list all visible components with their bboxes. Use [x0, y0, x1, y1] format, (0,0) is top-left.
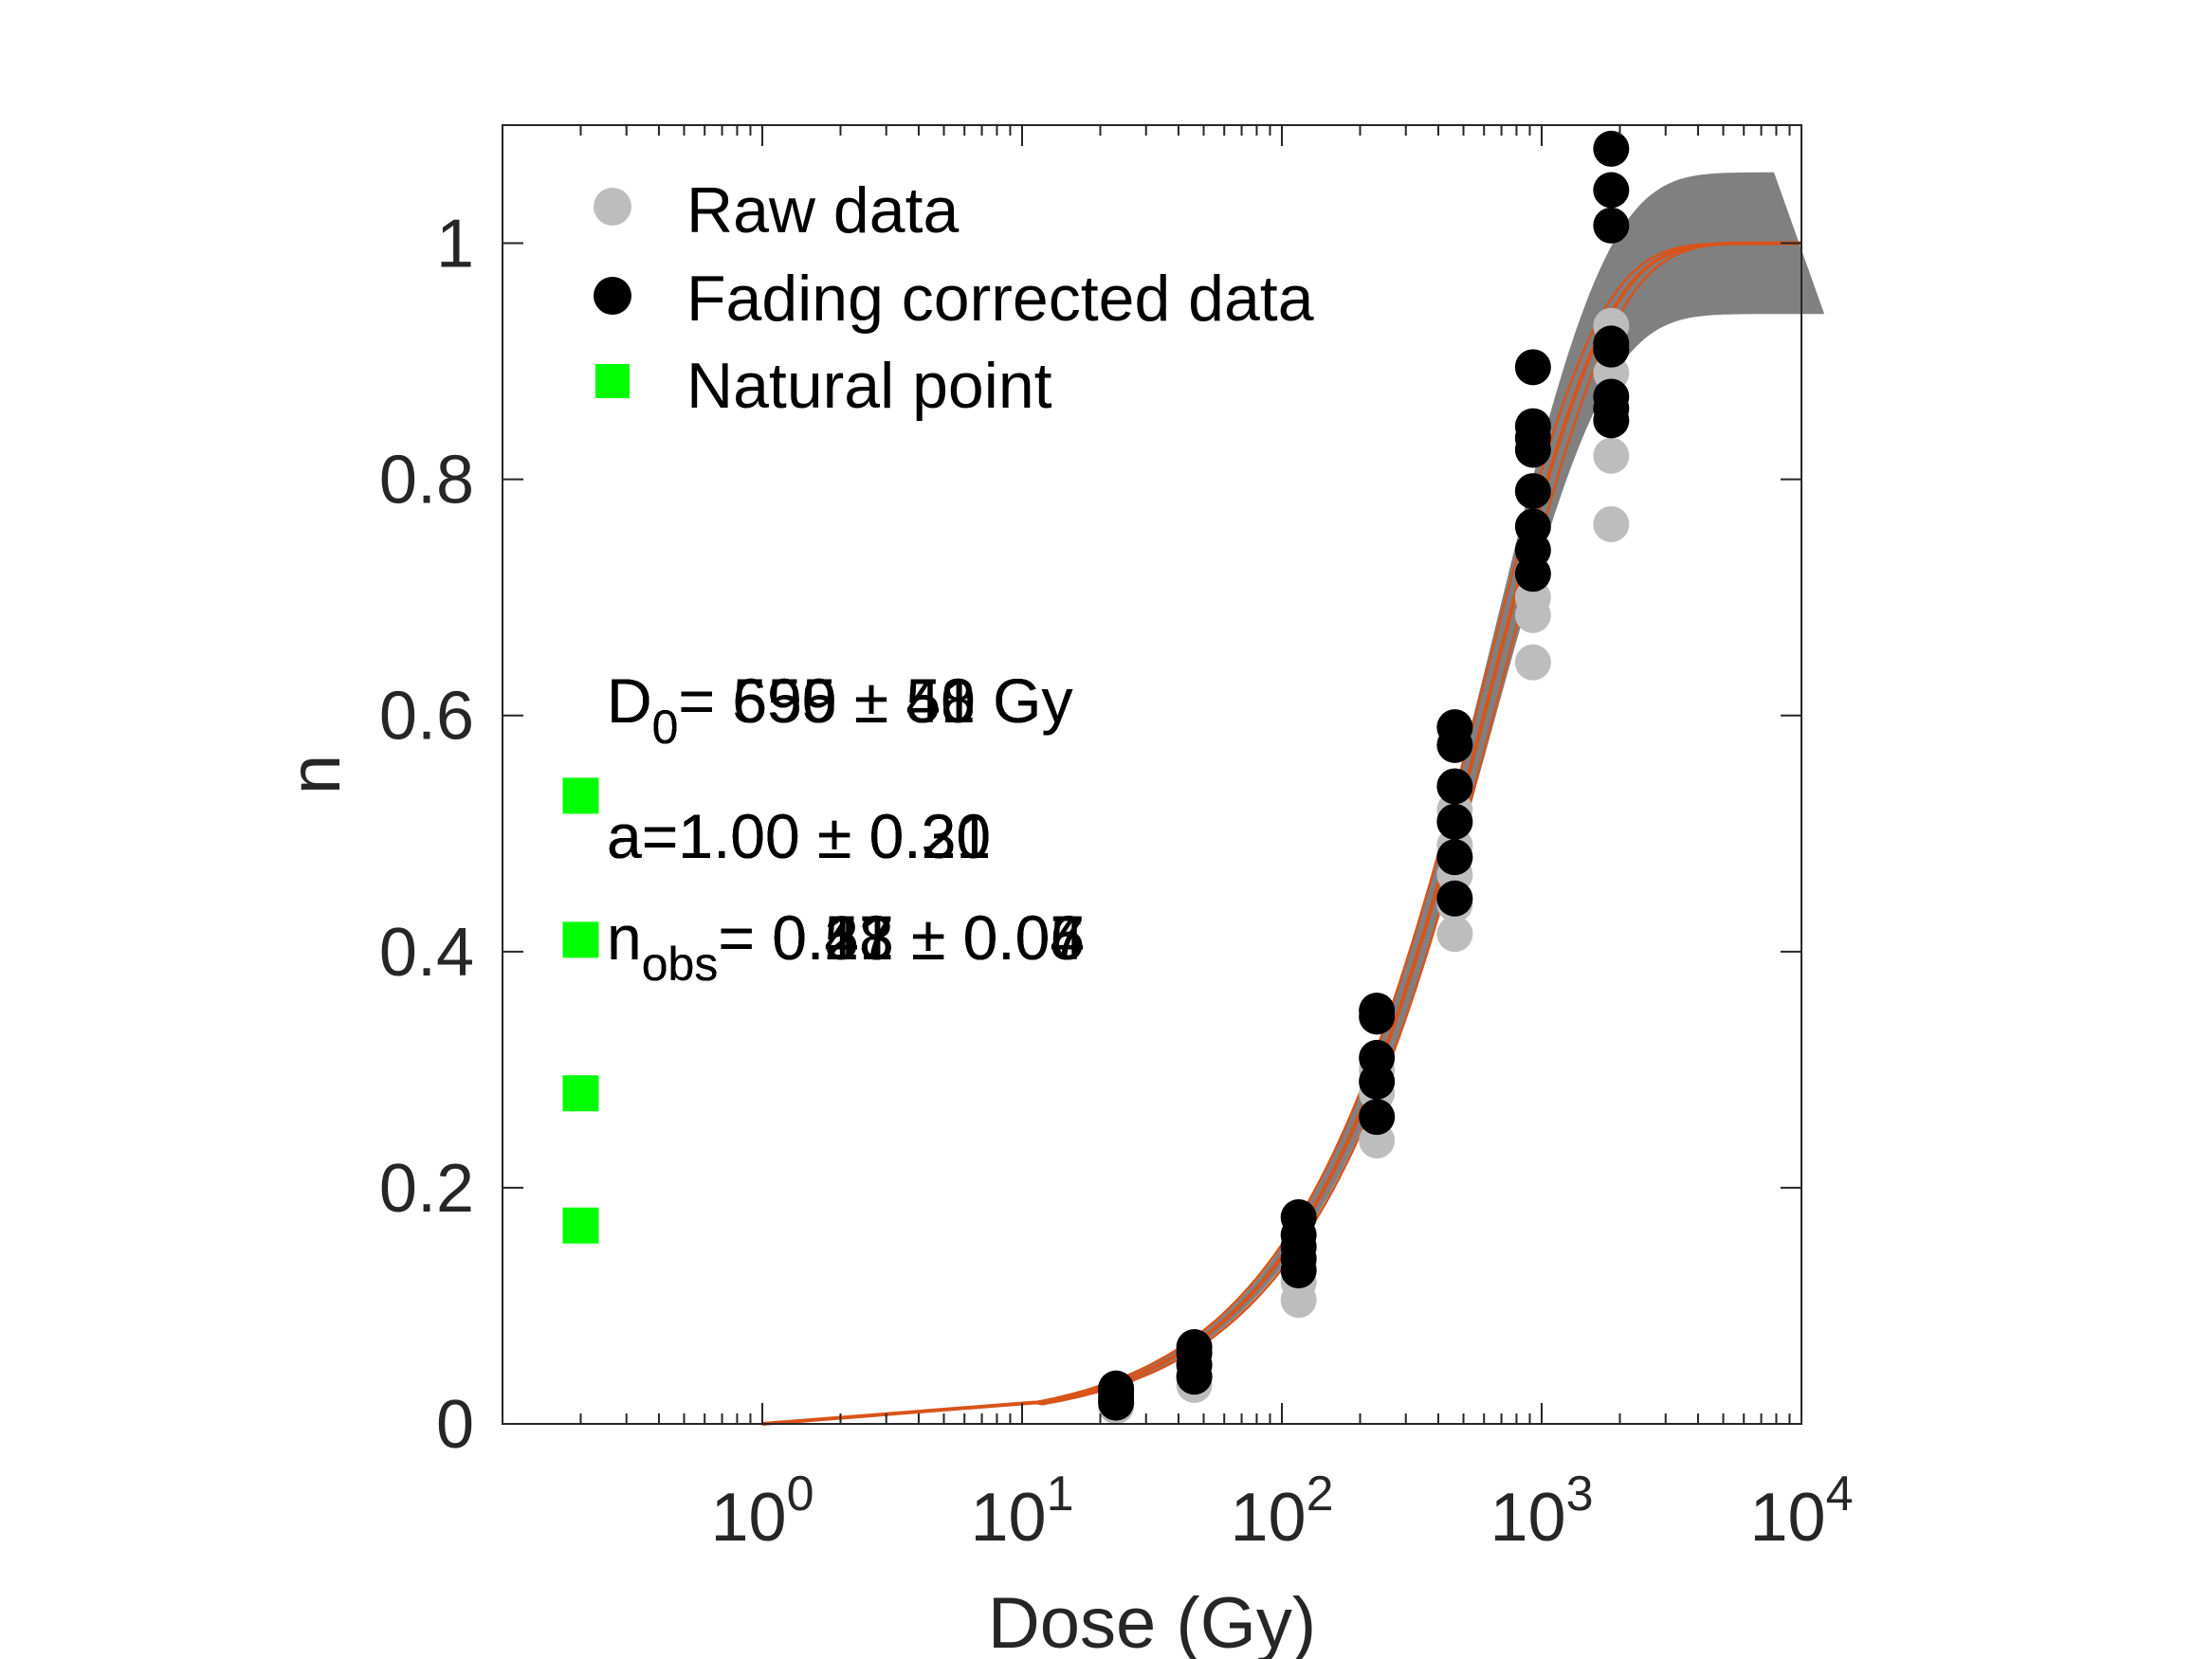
y-tick-label: 1	[436, 207, 474, 283]
nobs-annotation: nobs= 0.41 ± 0.05	[607, 902, 1085, 991]
legend-label-natural-point: Natural point	[686, 350, 1052, 422]
y-tick-label: 0.4	[379, 915, 474, 991]
d0-annotation: D0= 699 ± 51 Gy	[607, 665, 1072, 754]
a-annotation: a=1.00 ± 0.30	[607, 801, 991, 871]
y-tick-label: 0	[436, 1387, 474, 1463]
legend-marker-fading-corrected	[594, 277, 631, 315]
legend-marker-natural-point	[595, 364, 630, 398]
d0-annotation: D0= 690 ± 51 Gy	[607, 665, 1072, 754]
fading-corrected-point	[1359, 993, 1396, 1030]
fading-corrected-point	[1359, 1039, 1396, 1076]
fading-corrected-point	[1514, 473, 1551, 510]
fading-corrected-point	[1593, 325, 1630, 362]
raw-data-point	[1514, 644, 1551, 681]
fading-corrected-point	[1359, 1099, 1396, 1136]
data-points-layer	[562, 130, 1630, 1425]
fading-corrected-point	[1436, 768, 1473, 805]
y-tick-label: 0.8	[379, 443, 474, 519]
fit-uncertainty-band	[1074, 172, 1825, 1395]
fit-curve-layer	[761, 241, 1801, 1426]
legend-label-raw-data: Raw data	[686, 174, 959, 246]
fit-curve-variant	[761, 242, 1801, 1426]
nobs-annotation: nobs= 0.17 ± 0.07	[607, 902, 1085, 991]
legend: Raw data Fading corrected data Natural p…	[594, 174, 1314, 422]
natural-point-marker	[562, 777, 599, 814]
axis-ticks-layer	[502, 125, 1802, 1425]
legend-marker-raw-data	[594, 188, 631, 226]
fading-corrected-point	[1593, 130, 1630, 167]
legend-label-fading-corrected: Fading corrected data	[686, 263, 1314, 335]
raw-data-point	[1436, 916, 1473, 953]
d0-annotation: D0= 655 ± 50 Gy	[607, 665, 1072, 754]
fit-uncertainty-layer	[1074, 172, 1825, 1395]
fading-corrected-point	[1176, 1329, 1213, 1366]
raw-data-point	[1593, 505, 1630, 542]
x-axis-label: Dose (Gy)	[988, 1583, 1316, 1659]
a-annotation: a=1.00 ± 0.21	[607, 801, 991, 871]
fading-corrected-point	[1436, 803, 1473, 840]
fading-corrected-point	[1514, 508, 1551, 545]
plot-frame	[502, 124, 1802, 1425]
fading-corrected-point	[1436, 839, 1473, 876]
x-tick-label: 102	[1230, 1467, 1333, 1556]
fading-corrected-point	[1280, 1199, 1317, 1236]
fading-corrected-point	[1436, 709, 1473, 746]
fit-curve-variant	[761, 242, 1801, 1426]
fading-corrected-point	[1514, 408, 1551, 445]
fit-curve	[761, 241, 1801, 1426]
x-tick-label: 100	[710, 1467, 814, 1556]
d0-annotation: D0= 599 ± 48 Gy	[607, 665, 1072, 754]
x-tick-label: 103	[1490, 1467, 1593, 1556]
fading-corrected-point	[1098, 1370, 1135, 1407]
natural-point-marker	[562, 1075, 599, 1112]
y-axis-label: n	[275, 755, 356, 794]
natural-point-marker	[562, 1207, 599, 1244]
raw-data-point	[1593, 437, 1630, 474]
natural-point-marker	[562, 921, 599, 958]
a-annotation: a=1.00 ± 0.20	[607, 801, 991, 871]
a-annotation: a=1.00 ± 0.31	[607, 801, 991, 871]
y-tick-label: 0.2	[379, 1151, 474, 1227]
fading-corrected-point	[1593, 207, 1630, 244]
x-tick-label: 101	[970, 1467, 1073, 1556]
fading-corrected-point	[1436, 880, 1473, 917]
nobs-annotation: nobs= 0.28 ± 0.06	[607, 902, 1085, 991]
tick-labels-layer: 100 101 102 103 104 0 0.2 0.4 0.6 0.8 1	[379, 207, 1854, 1556]
fading-corrected-point	[1514, 349, 1551, 386]
nobs-annotation: nobs= 0.53 ± 0.04	[607, 902, 1085, 991]
fading-corrected-point	[1593, 378, 1630, 415]
x-tick-label: 104	[1749, 1467, 1853, 1556]
fading-corrected-point	[1593, 172, 1630, 209]
y-tick-label: 0.6	[379, 679, 474, 755]
